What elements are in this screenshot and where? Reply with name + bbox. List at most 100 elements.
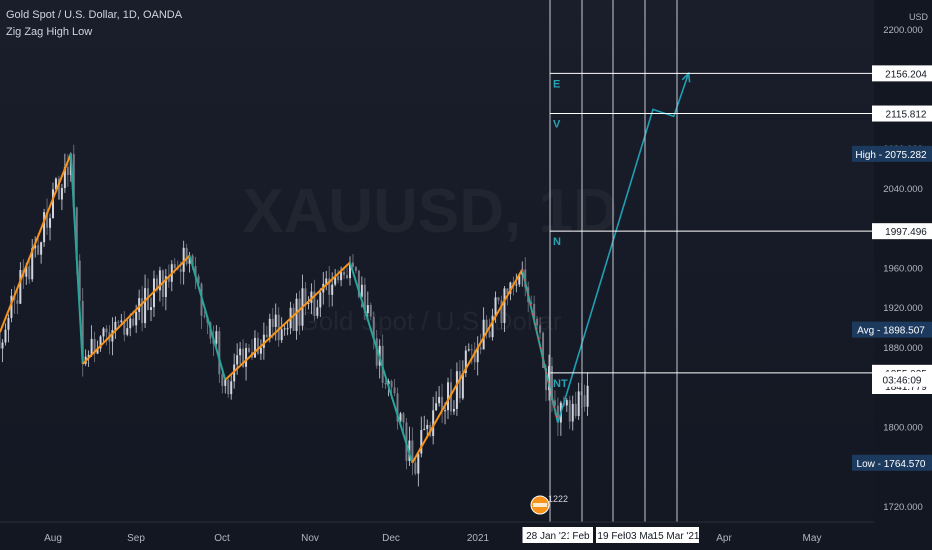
price-tick: 1960.000 (883, 263, 923, 274)
candle-body (363, 284, 366, 314)
candle-body (574, 403, 577, 416)
countdown-bg (872, 371, 932, 387)
candle-body (565, 400, 568, 406)
candle-body (57, 178, 60, 200)
candle-body (485, 319, 488, 332)
candle-body (141, 298, 144, 324)
candle-body (150, 307, 153, 311)
time-tick: Aug (44, 533, 62, 544)
candle-body (173, 264, 176, 269)
candle-body (464, 350, 467, 374)
candle-body (310, 291, 313, 303)
event-icon-band (533, 503, 547, 507)
candle-body (402, 413, 405, 423)
candle-body (135, 311, 138, 326)
candle-body (167, 276, 170, 282)
zigzag-segment (521, 269, 559, 423)
candle-body (461, 373, 464, 399)
e-price-label: 2156.204 (885, 69, 927, 80)
candle-body (256, 337, 259, 354)
candle-body (28, 266, 31, 280)
v-price-label-bg (872, 105, 932, 122)
candle-body (357, 270, 360, 297)
candle-body (242, 348, 245, 367)
candle-body (215, 331, 218, 344)
candle-body (280, 329, 283, 341)
candle-body (369, 305, 372, 317)
candle-body (343, 271, 346, 276)
zigzag-segment (411, 268, 524, 464)
zigzag-segment (224, 261, 351, 381)
candle-body (259, 347, 262, 354)
candle-body (328, 278, 331, 295)
candle-body (331, 284, 334, 295)
low-price-label-bg (852, 454, 932, 471)
candle-body (432, 410, 435, 437)
symbol-title[interactable]: Gold Spot / U.S. Dollar, 1D, OANDA (6, 9, 183, 21)
level-label: NT (553, 378, 568, 390)
candle-body (346, 275, 349, 279)
indicator-name[interactable]: Zig Zag High Low (6, 26, 93, 38)
time-tick: Oct (214, 533, 230, 544)
watermark-name: Gold Spot / U.S. Dollar (299, 306, 562, 336)
candle-body (283, 328, 286, 330)
candle-body (218, 331, 221, 375)
candle-body (194, 266, 197, 277)
candle-body (449, 382, 452, 412)
candle-body (31, 248, 34, 280)
candle-body (506, 288, 509, 294)
candle-body (78, 260, 81, 301)
currency-label: USD (909, 12, 929, 22)
candle-body (497, 297, 500, 301)
candle-body (72, 153, 75, 208)
candle-body (236, 355, 239, 365)
candle-body (16, 300, 19, 304)
candle-body (337, 275, 340, 281)
countdown-label: 03:46:09 (883, 375, 922, 386)
candle-body (467, 349, 470, 351)
candle-body (274, 314, 277, 327)
candle-body (87, 354, 90, 357)
time-label-bg (522, 527, 576, 543)
candle-body (494, 297, 497, 316)
candle-body (568, 400, 571, 422)
candle-body (96, 348, 99, 354)
candle-body (586, 385, 589, 407)
candle-body (126, 328, 129, 335)
level-label: N (553, 236, 561, 248)
candle-body (292, 307, 295, 331)
candle-body (0, 330, 1, 349)
time-label: 03 Mar (625, 531, 657, 542)
candle-body (550, 366, 553, 401)
candle-body (40, 242, 43, 255)
zigzag-segment (69, 153, 84, 364)
candle-body (316, 307, 319, 316)
candle-body (518, 274, 521, 285)
candle-body (482, 319, 485, 350)
candle-body (476, 347, 479, 363)
candle-body (351, 262, 354, 267)
n-price-label: 1997.496 (885, 227, 927, 238)
candle-body (447, 382, 450, 411)
candle-body (414, 462, 417, 474)
candle-body (509, 282, 512, 294)
zigzag-segment (349, 262, 414, 464)
candle-body (411, 440, 414, 463)
candle-body (185, 247, 188, 264)
candle-body (295, 298, 298, 331)
candle-body (66, 166, 69, 175)
candle-body (271, 318, 274, 327)
zigzag-segment (0, 153, 72, 333)
candle-body (262, 334, 265, 348)
candle-body (114, 321, 117, 331)
candle-body (349, 262, 351, 279)
time-tick: Dec (382, 533, 400, 544)
candle-body (81, 300, 84, 364)
candle-body (583, 395, 586, 407)
candle-body (396, 393, 399, 422)
candle-body (7, 317, 10, 330)
candle-body (458, 371, 461, 399)
candle-body (93, 338, 96, 354)
candle-body (230, 381, 233, 395)
